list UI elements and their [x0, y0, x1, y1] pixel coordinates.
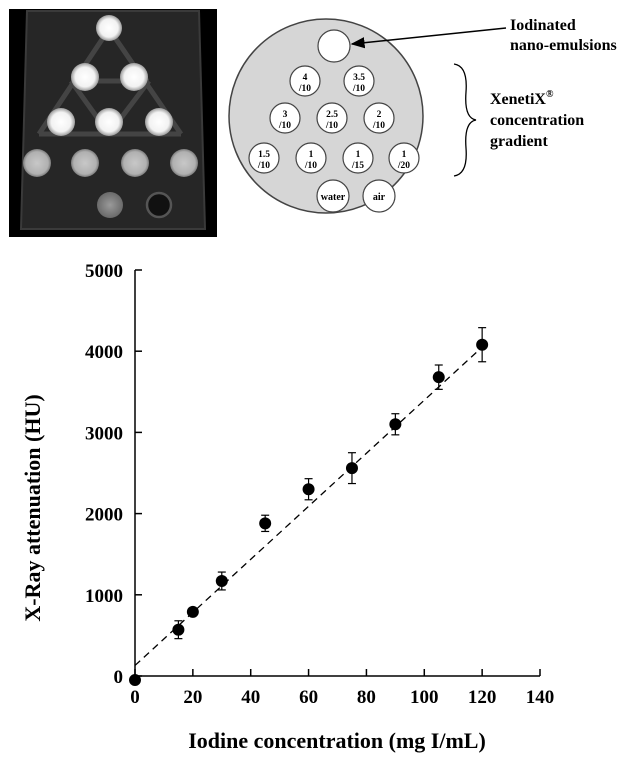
gradient-label-line2: concentration — [490, 112, 584, 129]
well: 3.5 /10 — [343, 65, 375, 97]
y-tick-label: 1000 — [85, 586, 123, 607]
well-label: /10 — [278, 121, 291, 131]
data-point — [476, 338, 489, 351]
well-label: /10 — [257, 161, 270, 171]
emulsion-arrow — [350, 27, 507, 49]
well: 1.5 /10 — [248, 142, 280, 174]
well: 1 /20 — [388, 142, 420, 174]
emulsion-label-line2: nano-emulsions — [510, 37, 617, 54]
y-tick-label: 0 — [114, 667, 124, 688]
well-label: 4 — [303, 73, 308, 83]
well: 1 /15 — [342, 142, 374, 174]
data-point — [215, 574, 228, 587]
well: 2.5 /10 — [316, 102, 348, 134]
data-point — [129, 674, 141, 687]
y-tick-label: 5000 — [85, 261, 123, 282]
well: water — [316, 179, 350, 213]
well-label: 3 — [283, 110, 288, 120]
x-tick-label: 20 — [183, 687, 202, 708]
y-tick-label: 2000 — [85, 505, 123, 526]
data-point — [302, 483, 315, 496]
well: 1 /10 — [295, 142, 327, 174]
emulsion-well — [317, 29, 351, 63]
x-axis-label: Iodine concentration (mg I/mL) — [188, 728, 486, 753]
data-point — [172, 623, 185, 636]
data-points — [129, 327, 489, 687]
x-tick-label: 80 — [357, 687, 376, 708]
well-label: 1.5 — [258, 150, 270, 160]
fit-line — [134, 346, 483, 666]
well-label: air — [373, 192, 386, 203]
well-label: 3.5 — [353, 73, 365, 83]
brace — [453, 63, 477, 177]
well: 4 /10 — [289, 65, 321, 97]
well-label: 1 — [402, 150, 407, 160]
well: 3 /10 — [269, 102, 301, 134]
well-label: /10 — [372, 121, 385, 131]
data-point — [259, 517, 272, 530]
attenuation-chart: 0 20 40 60 80 100 120 140010002000300040005000 … — [20, 261, 554, 753]
well-label: /10 — [298, 84, 311, 94]
well: air — [362, 179, 396, 213]
x-tick-label: 60 — [299, 687, 318, 708]
data-point — [186, 605, 199, 618]
y-tick-label: 3000 — [85, 423, 123, 444]
data-point — [389, 418, 402, 431]
x-tick-label: 100 — [410, 687, 439, 708]
well-label: 2.5 — [326, 110, 338, 120]
gradient-label-brand: XenetiX® — [490, 89, 554, 108]
well-label: /20 — [397, 161, 410, 171]
well-label: /10 — [304, 161, 317, 171]
emulsion-label-line1: Iodinated — [510, 17, 576, 34]
x-tick-label: 120 — [468, 687, 497, 708]
well-label: /10 — [352, 84, 365, 94]
y-axis-label: X-Ray attenuation (HU) — [20, 394, 45, 621]
well: 2 /10 — [363, 102, 395, 134]
x-tick-label: 40 — [241, 687, 260, 708]
well-label: 2 — [377, 110, 382, 120]
ct-phantom-image — [9, 9, 217, 237]
x-tick-label: 140 — [526, 687, 555, 708]
gradient-label-line3: gradient — [490, 133, 548, 150]
fit-line-segment — [134, 346, 483, 666]
well-label: water — [321, 192, 346, 203]
well-label: 1 — [309, 150, 314, 160]
y-tick-label: 4000 — [85, 342, 123, 363]
data-point — [432, 371, 445, 384]
phantom-diagram: 4 /10 3.5 /10 3 /10 2.5 /10 2 /10 1.5 /1… — [228, 17, 617, 214]
x-tick-label: 0 — [130, 687, 140, 708]
axes: 0 20 40 60 80 100 120 140 0 1000 2000 3000 4000 5000 — [85, 261, 554, 708]
well-label: 1 — [356, 150, 361, 160]
data-point — [345, 462, 358, 475]
well-label: /10 — [325, 121, 338, 131]
well-label: /15 — [351, 161, 364, 171]
